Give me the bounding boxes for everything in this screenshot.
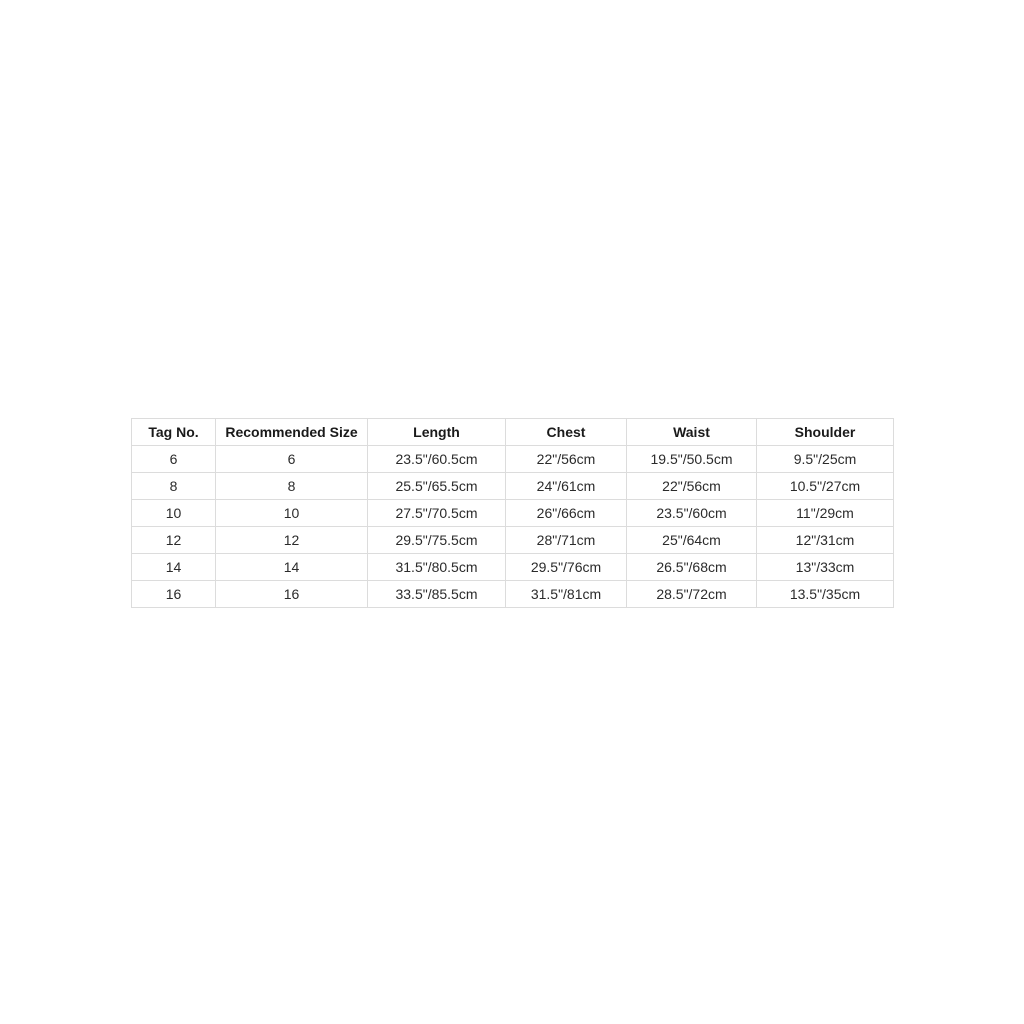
table-row: 16 16 33.5"/85.5cm 31.5"/81cm 28.5"/72cm 13.5… <box>131 580 894 608</box>
table-cell: 28"/71cm <box>505 526 627 554</box>
table-row: 6 6 23.5"/60.5cm 22"/56cm 19.5"/50.5cm 9.5"/2… <box>131 445 894 473</box>
column-header-recommended-size: Recommended Size <box>215 418 368 446</box>
table-cell: 26"/66cm <box>505 499 627 527</box>
table-row: 8 8 25.5"/65.5cm 24"/61cm 22"/56cm 10.5"/27cm <box>131 472 894 500</box>
column-header-tag-no: Tag No. <box>131 418 216 446</box>
table-cell: 31.5"/80.5cm <box>367 553 506 581</box>
table-cell: 14 <box>215 553 368 581</box>
table-cell: 33.5"/85.5cm <box>367 580 506 608</box>
table-cell: 16 <box>131 580 216 608</box>
table-cell: 19.5"/50.5cm <box>626 445 757 473</box>
table-header-row: Tag No. Recommended Size Length Chest Waist S… <box>131 418 894 446</box>
table-cell: 31.5"/81cm <box>505 580 627 608</box>
table-cell: 29.5"/75.5cm <box>367 526 506 554</box>
table-cell: 12 <box>131 526 216 554</box>
column-header-chest: Chest <box>505 418 627 446</box>
table-cell: 28.5"/72cm <box>626 580 757 608</box>
table-cell: 11"/29cm <box>756 499 894 527</box>
table-cell: 26.5"/68cm <box>626 553 757 581</box>
table-cell: 23.5"/60cm <box>626 499 757 527</box>
table-cell: 8 <box>131 472 216 500</box>
table-cell: 13.5"/35cm <box>756 580 894 608</box>
table-cell: 24"/61cm <box>505 472 627 500</box>
table-cell: 13"/33cm <box>756 553 894 581</box>
table-cell: 14 <box>131 553 216 581</box>
table-cell: 6 <box>215 445 368 473</box>
table-cell: 12"/31cm <box>756 526 894 554</box>
table-row: 10 10 27.5"/70.5cm 26"/66cm 23.5"/60cm 11"/29… <box>131 499 894 527</box>
table-cell: 12 <box>215 526 368 554</box>
table-cell: 25"/64cm <box>626 526 757 554</box>
table-cell: 22"/56cm <box>626 472 757 500</box>
table-cell: 16 <box>215 580 368 608</box>
table-cell: 10.5"/27cm <box>756 472 894 500</box>
table-cell: 22"/56cm <box>505 445 627 473</box>
table-row: 14 14 31.5"/80.5cm 29.5"/76cm 26.5"/68cm 13"/… <box>131 553 894 581</box>
table-cell: 6 <box>131 445 216 473</box>
table-cell: 10 <box>131 499 216 527</box>
table-cell: 29.5"/76cm <box>505 553 627 581</box>
table-cell: 10 <box>215 499 368 527</box>
table-cell: 23.5"/60.5cm <box>367 445 506 473</box>
size-chart-table: Tag No. Recommended Size Length Chest Waist S… <box>131 418 894 608</box>
table-cell: 8 <box>215 472 368 500</box>
table-row: 12 12 29.5"/75.5cm 28"/71cm 25"/64cm 12"/31cm <box>131 526 894 554</box>
column-header-length: Length <box>367 418 506 446</box>
column-header-waist: Waist <box>626 418 757 446</box>
table-cell: 9.5"/25cm <box>756 445 894 473</box>
column-header-shoulder: Shoulder <box>756 418 894 446</box>
table-body: 6 6 23.5"/60.5cm 22"/56cm 19.5"/50.5cm 9.5"/2… <box>131 445 894 608</box>
table-cell: 25.5"/65.5cm <box>367 472 506 500</box>
table-cell: 27.5"/70.5cm <box>367 499 506 527</box>
